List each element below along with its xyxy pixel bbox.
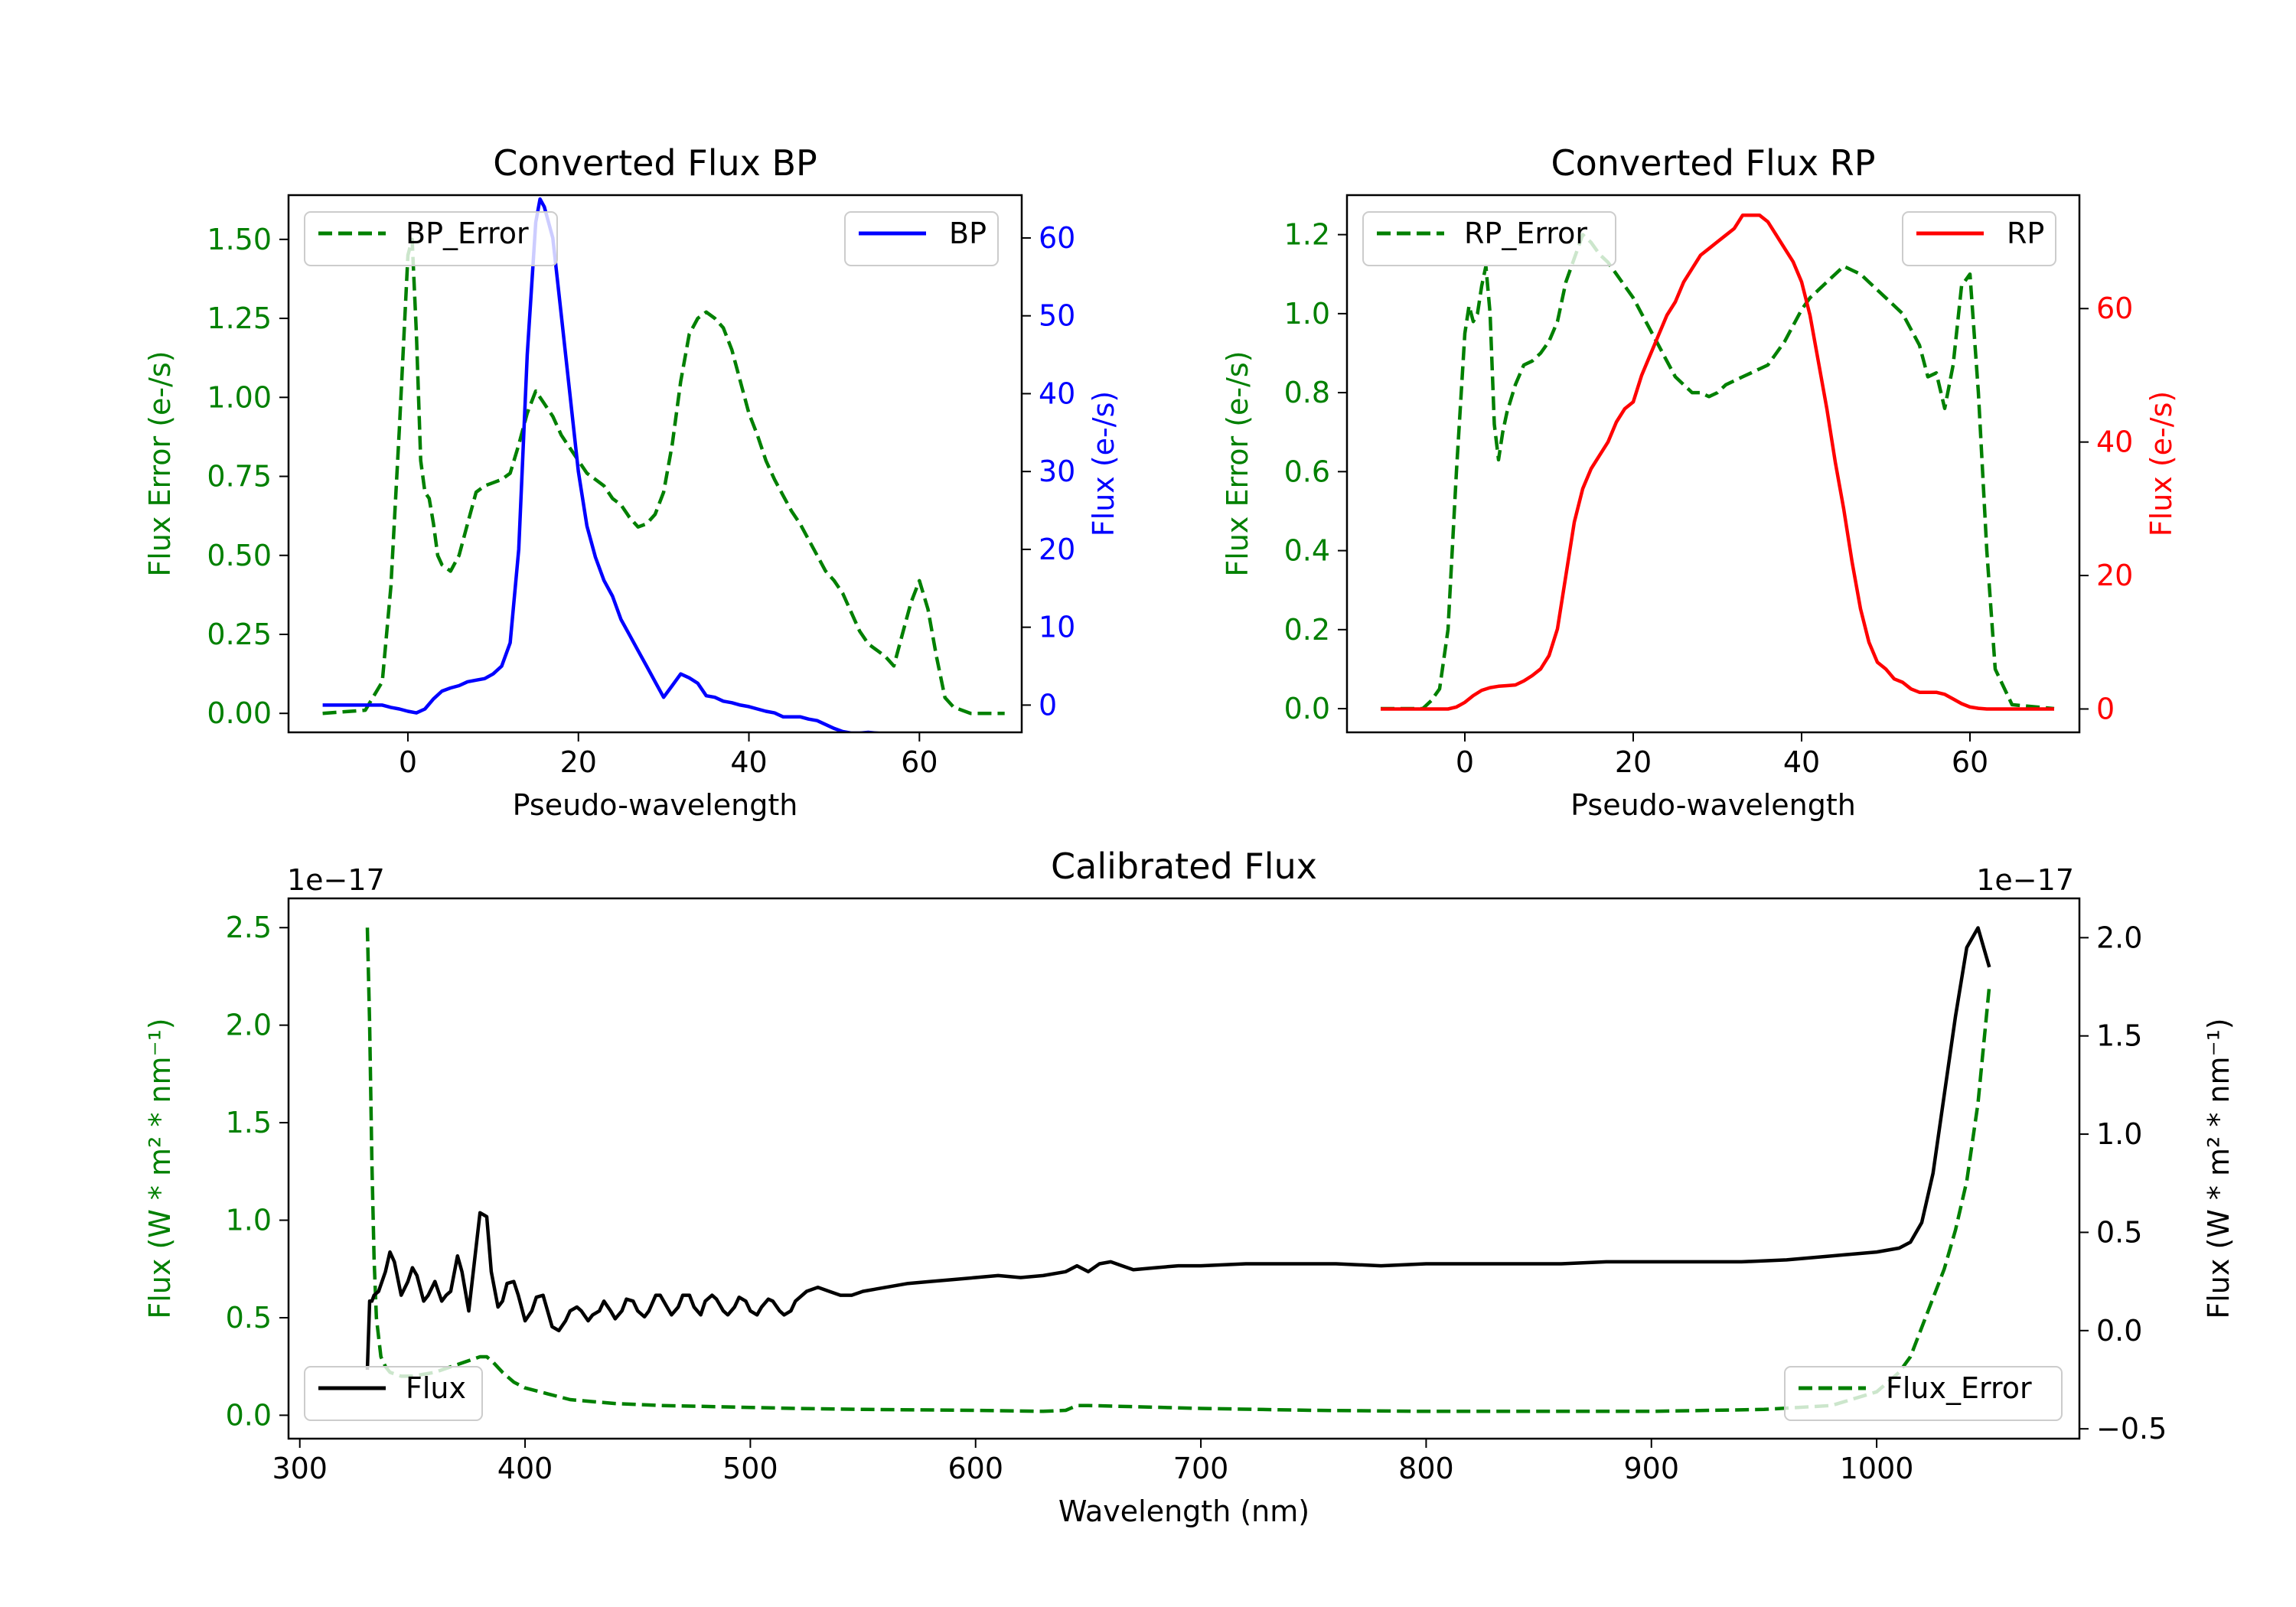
calibrated-series-flux [365,926,1991,1371]
bp-left-axis-label: Flux Error (e-/s) [143,350,177,576]
calibrated-left-tick-label: 2.0 [226,1009,272,1042]
bp-right-tick-label: 40 [1039,376,1075,410]
bp-left-tick-label: 1.00 [207,380,272,414]
bp-right-tick-label: 20 [1039,533,1075,566]
bp-right-tick-label: 50 [1039,299,1075,333]
calibrated-x-tick-label: 800 [1398,1452,1454,1485]
rp-left-tick-label: 0.4 [1284,534,1330,568]
rp-x-tick-label: 40 [1783,745,1820,779]
calibrated-right-tick-label: 0.5 [2096,1215,2142,1249]
bp-left-tick-label: 0.00 [207,696,272,730]
calibrated-right-tick-label: −0.5 [2096,1412,2167,1446]
calibrated-x-tick-label: 500 [722,1452,778,1485]
rp-right-tick-label: 20 [2096,559,2133,592]
bp-left-tick-label: 0.50 [207,539,272,572]
calibrated-left-tick-label: 1.0 [226,1204,272,1237]
rp-left-tick-label: 0.6 [1284,455,1330,488]
flux-error-legend-label: Flux_Error [1886,1371,2032,1405]
rp-right-tick-label: 0 [2096,692,2115,725]
bp-left-tick-label: 0.75 [207,460,272,494]
rp-error-legend: RP_Error [1362,211,1616,266]
calibrated-x-axis-label: Wavelength (nm) [1058,1495,1309,1528]
calibrated-x-tick-label: 600 [947,1452,1003,1485]
rp-title: Converted Flux RP [1551,142,1876,184]
rp-left-tick-label: 1.0 [1284,297,1330,331]
calibrated-left-tick-label: 0.0 [226,1398,272,1432]
rp-panel: Converted Flux RP Pseudo-wavelength Flux… [1221,142,2178,822]
calibrated-x-tick-label: 1000 [1840,1452,1914,1485]
rp-x-tick-label: 20 [1615,745,1652,779]
calibrated-left-axis-label: Flux (W * m² * nm⁻¹) [143,1018,177,1319]
calibrated-right-tick-label: 1.5 [2096,1019,2142,1053]
rp-x-tick-label: 0 [1456,745,1474,779]
bp-x-tick-label: 0 [399,745,417,779]
bp-series-bp-error [322,237,1005,715]
rp-left-tick-label: 1.2 [1284,218,1330,252]
flux-legend-label: Flux [406,1371,466,1405]
bp-right-tick-label: 30 [1039,455,1075,488]
calibrated-right-tick-label: 1.0 [2096,1117,2142,1151]
bp-legend-label: BP [949,217,987,250]
calibrated-right-tick-label: 2.0 [2096,921,2142,954]
rp-left-tick-label: 0.8 [1284,376,1330,409]
calibrated-title: Calibrated Flux [1051,846,1317,887]
calibrated-x-tick-label: 900 [1623,1452,1679,1485]
calibrated-right-offset-text: 1e−17 [1976,863,2074,897]
rp-x-tick-label: 60 [1952,745,1988,779]
flux-legend: Flux [304,1366,483,1421]
bp-panel: Converted Flux BP Pseudo-wavelength Flux… [143,142,1120,822]
calibrated-right-tick-label: 0.0 [2096,1314,2142,1348]
bp-series-bp [322,197,888,732]
rp-legend: RP [1902,211,2056,266]
bp-x-tick-label: 20 [560,745,597,779]
calibrated-left-offset-text: 1e−17 [287,863,385,897]
rp-left-axis-label: Flux Error (e-/s) [1221,350,1254,576]
bp-legend: BP [844,211,999,266]
bp-error-legend: BP_Error [304,211,558,266]
bp-error-legend-label: BP_Error [406,217,529,250]
rp-right-axis-label: Flux (e-/s) [2144,391,2178,536]
rp-right-tick-label: 40 [2096,425,2133,459]
rp-series-rp [1381,213,2054,711]
flux-error-legend: Flux_Error [1784,1366,2063,1421]
rp-legend-label: RP [2007,217,2044,250]
rp-left-tick-label: 0.0 [1284,692,1330,725]
calibrated-x-tick-label: 300 [272,1452,328,1485]
bp-x-axis-label: Pseudo-wavelength [513,788,798,822]
bp-right-axis-label: Flux (e-/s) [1087,391,1120,536]
bp-x-tick-label: 60 [901,745,938,779]
rp-x-axis-label: Pseudo-wavelength [1570,788,1856,822]
calibrated-x-tick-label: 700 [1173,1452,1229,1485]
bp-right-tick-label: 10 [1039,611,1075,644]
rp-error-legend-label: RP_Error [1464,217,1587,250]
rp-plot-frame [1345,194,2081,734]
calibrated-x-tick-label: 400 [497,1452,553,1485]
rp-right-tick-label: 60 [2096,292,2133,325]
bp-x-tick-label: 40 [730,745,767,779]
bp-left-tick-label: 0.25 [207,618,272,651]
bp-right-tick-label: 0 [1039,688,1057,722]
calibrated-panel: Calibrated Flux Wavelength (nm) Flux (W … [143,846,2236,1528]
calibrated-left-tick-label: 2.5 [226,911,272,944]
calibrated-left-tick-label: 1.5 [226,1106,272,1139]
rp-series-rp-error [1381,233,2055,711]
bp-left-tick-label: 1.25 [207,302,272,335]
calibrated-left-tick-label: 0.5 [226,1301,272,1335]
calibrated-right-axis-label: Flux (W * m² * nm⁻¹) [2202,1018,2236,1319]
rp-left-tick-label: 0.2 [1284,613,1330,647]
bp-left-tick-label: 1.50 [207,223,272,256]
bp-title: Converted Flux BP [493,142,817,184]
bp-plot-frame [287,194,1023,734]
bp-right-tick-label: 60 [1039,221,1075,255]
calibrated-plot-frame [287,897,2081,1440]
